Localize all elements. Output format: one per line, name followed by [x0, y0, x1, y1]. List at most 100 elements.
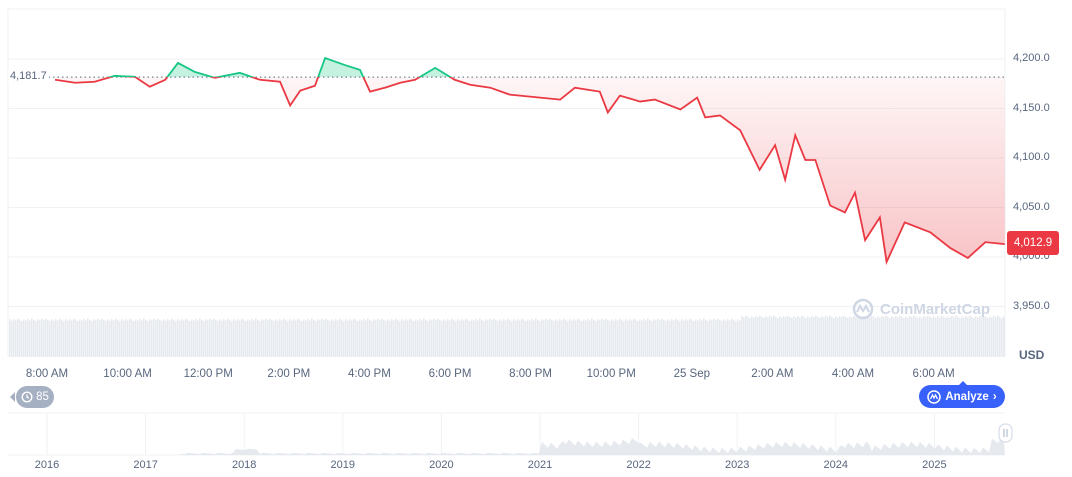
volume-bar [257, 319, 259, 357]
volume-bar [443, 319, 445, 357]
navigator-handle[interactable] [998, 423, 1013, 443]
volume-bar [779, 316, 781, 357]
volume-bar [655, 320, 657, 357]
volume-bar [895, 316, 897, 357]
volume-bar [921, 317, 923, 357]
volume-bar [971, 316, 973, 357]
volume-bar [939, 317, 941, 357]
volume-bar [441, 321, 443, 357]
volume-bar [437, 318, 439, 357]
volume-bar [497, 321, 499, 357]
volume-bar [735, 321, 737, 357]
volume-bar [37, 319, 39, 357]
history-badge[interactable]: 85 [10, 386, 54, 408]
volume-bar [49, 321, 51, 357]
volume-bar [625, 319, 627, 357]
volume-bar [303, 319, 305, 357]
volume-bar [541, 319, 543, 357]
volume-bar [187, 319, 189, 357]
volume-bar [171, 318, 173, 357]
volume-bar [349, 319, 351, 357]
volume-bar [29, 320, 31, 357]
volume-bar [827, 317, 829, 357]
chevron-right-icon: › [992, 390, 997, 403]
volume-bar [183, 320, 185, 357]
volume-bar [893, 317, 895, 357]
volume-bar [849, 316, 851, 357]
volume-bar [155, 320, 157, 357]
loss-area [55, 77, 1005, 262]
volume-bar [313, 319, 315, 357]
volume-bar [899, 315, 901, 357]
navigator[interactable] [8, 412, 1013, 456]
volume-bar [929, 316, 931, 357]
volume-bar [721, 321, 723, 357]
volume-bar [55, 319, 57, 357]
volume-bar [85, 320, 87, 357]
volume-bar [387, 319, 389, 357]
volume-bar [325, 318, 327, 357]
analyze-button[interactable]: Analyze › [919, 381, 1005, 408]
navigator-area [8, 437, 1005, 455]
volume-bar [273, 321, 275, 357]
volume-bar [635, 319, 637, 357]
volume-bar [371, 321, 373, 357]
volume-bar [903, 318, 905, 357]
volume-bar [701, 320, 703, 357]
volume-bar [873, 316, 875, 357]
volume-bar [671, 319, 673, 357]
volume-bar [679, 321, 681, 357]
volume-bar [383, 319, 385, 357]
volume-bar [395, 318, 397, 357]
navigator-year-label: 2022 [626, 459, 651, 471]
volume-bar [139, 319, 141, 357]
volume-bar [189, 321, 191, 357]
volume-bar [255, 318, 257, 357]
volume-bar [585, 320, 587, 357]
volume-bar [133, 321, 135, 357]
volume-bar [291, 320, 293, 357]
volume-bar [489, 319, 491, 357]
volume-bar [221, 320, 223, 357]
volume-bar [453, 319, 455, 357]
volume-bar [985, 316, 987, 357]
volume-bar [935, 317, 937, 357]
volume-bar [997, 315, 999, 357]
volume-bar [757, 317, 759, 357]
volume-bar [833, 318, 835, 357]
volume-bar [687, 320, 689, 357]
volume-bar [389, 320, 391, 357]
volume-bar [485, 319, 487, 357]
volume-bar [457, 319, 459, 357]
volume-bar [799, 317, 801, 357]
volume-bar [573, 319, 575, 357]
volume-bar [683, 320, 685, 357]
volume-bar [559, 319, 561, 357]
volume-bar [315, 321, 317, 357]
volume-bar [857, 315, 859, 357]
volume-bar [373, 319, 375, 357]
volume-bar [521, 318, 523, 357]
volume-bar [979, 316, 981, 357]
volume-bar [347, 320, 349, 357]
volume-bar [551, 319, 553, 357]
volume-bar [247, 319, 249, 357]
navigator-year-label: 2016 [34, 459, 60, 471]
volume-bar [31, 318, 33, 357]
volume-bar [629, 319, 631, 357]
volume-bar [595, 321, 597, 357]
volume-bar [277, 320, 279, 357]
volume-bar [47, 319, 49, 357]
volume-bar [19, 319, 21, 357]
volume-bar [909, 316, 911, 357]
volume-bar [367, 318, 369, 357]
volume-bar [141, 320, 143, 357]
volume-bar [459, 320, 461, 357]
volume-bar [111, 319, 113, 357]
volume-bar [81, 320, 83, 357]
volume-bar [265, 319, 267, 357]
volume-bar [301, 321, 303, 357]
volume-bar [787, 315, 789, 357]
